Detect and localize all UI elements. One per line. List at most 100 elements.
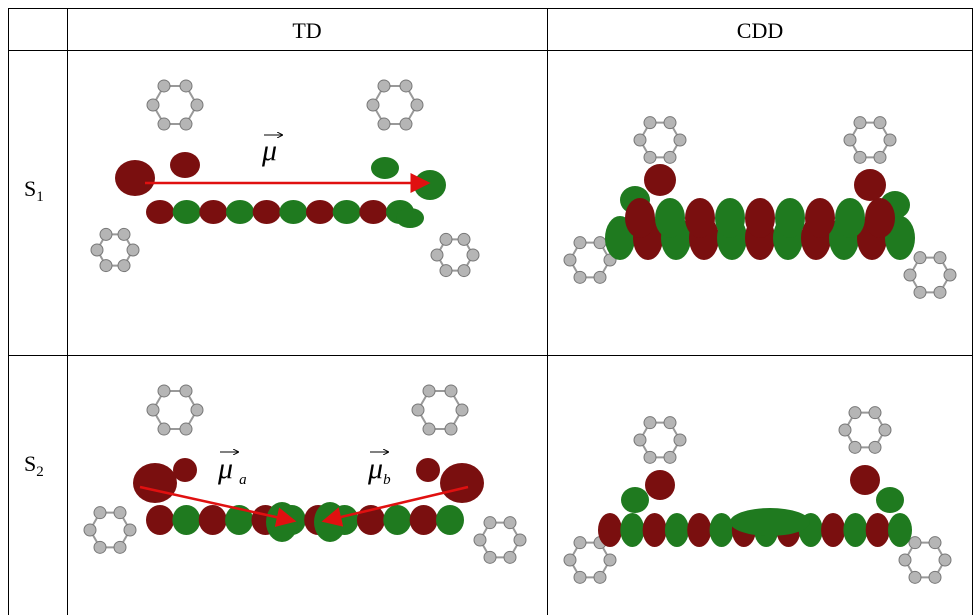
molecule-shape [456,404,468,416]
molecule-shape [484,551,496,563]
molecule-shape [172,505,200,535]
molecule-shape [416,458,440,482]
molecule-shape [133,463,177,503]
molecule-shape [411,99,423,111]
molecule-shape [199,505,227,535]
molecule-shape [378,118,390,130]
molecule-shape [306,200,334,224]
molecule-shape [850,465,880,495]
molecule-shape [279,200,307,224]
molecule-shape [674,434,686,446]
molecule-shape [445,423,457,435]
molecule-shape [620,513,644,547]
molecule-shape [474,534,486,546]
molecule-shape [564,554,576,566]
molecule-shape [253,200,281,224]
molecule-shape [173,458,197,482]
molecule-shape [730,508,810,536]
molecule-shape [378,80,390,92]
molecule-shape [621,487,649,513]
molecule-shape [594,571,606,583]
molecule-shape [594,237,606,249]
molecule-shape [191,99,203,111]
state-sub: 2 [36,464,44,480]
molecule-shape [604,554,616,566]
molecule-shape [904,269,916,281]
molecule-shape [929,537,941,549]
molecule-shape [835,198,865,238]
molecule-shape [574,271,586,283]
molecule-shape [359,200,387,224]
molecule-shape [127,244,139,256]
molecule-shape [114,541,126,553]
molecule-images [84,80,956,583]
molecule-shape [440,265,452,277]
molecule-shape [146,505,174,535]
molecule-shape [849,407,861,419]
molecule-shape [644,451,656,463]
molecule-shape [383,505,411,535]
molecule-shape [180,118,192,130]
molecule-shape [909,537,921,549]
molecule-shape [146,200,174,224]
molecule-shape [644,151,656,163]
molecule-shape [440,233,452,245]
molecule-shape [115,160,155,196]
molecule-shape [333,200,361,224]
molecule-shape [114,507,126,519]
molecule-shape [865,198,895,238]
molecule-shape [710,513,734,547]
molecule-shape [410,505,438,535]
dipole-symbol: μ [217,452,233,485]
state-base: S [24,451,36,476]
molecule-shape [484,517,496,529]
state-base: S [24,176,36,201]
molecule-shape [843,513,867,547]
molecule-shape [854,117,866,129]
molecule-shape [914,252,926,264]
molecule-shape [888,513,912,547]
molecule-shape [674,134,686,146]
molecule-shape [314,502,346,542]
molecule-shape [939,554,951,566]
molecule-shape [100,260,112,272]
dipole-sub: b [383,472,391,488]
molecule-shape [118,228,130,240]
molecule-shape [423,423,435,435]
molecule-shape [445,385,457,397]
molecule-shape [687,513,711,547]
molecule-shape [643,513,667,547]
molecule-shape [458,265,470,277]
molecule-shape [879,424,891,436]
molecule-shape [147,99,159,111]
dipole-label: μb [367,452,391,488]
molecule-shape [458,233,470,245]
molecule-shape [854,169,886,201]
molecule-shape [412,404,424,416]
molecule-shape [147,404,159,416]
molecule-shape [664,151,676,163]
molecule-shape [191,404,203,416]
molecule-shape [91,244,103,256]
molecule-shape [866,513,890,547]
molecule-shape [118,260,130,272]
molecule-shape [914,286,926,298]
dipole-label: μ [261,134,277,167]
molecule-shape [400,80,412,92]
molecule-shape [821,513,845,547]
molecule-shape [400,118,412,130]
molecule-shape [574,237,586,249]
molecule-shape [844,134,856,146]
molecule-shape [899,554,911,566]
molecule-shape [645,470,675,500]
molecule-shape [574,537,586,549]
molecule-shape [199,200,227,224]
molecule-shape [874,151,886,163]
molecule-shape [876,487,904,513]
molecule-shape [158,118,170,130]
molecule-shape [664,451,676,463]
state-label: S1 [24,176,44,205]
molecule-shape [745,198,775,238]
molecule-shape [869,441,881,453]
